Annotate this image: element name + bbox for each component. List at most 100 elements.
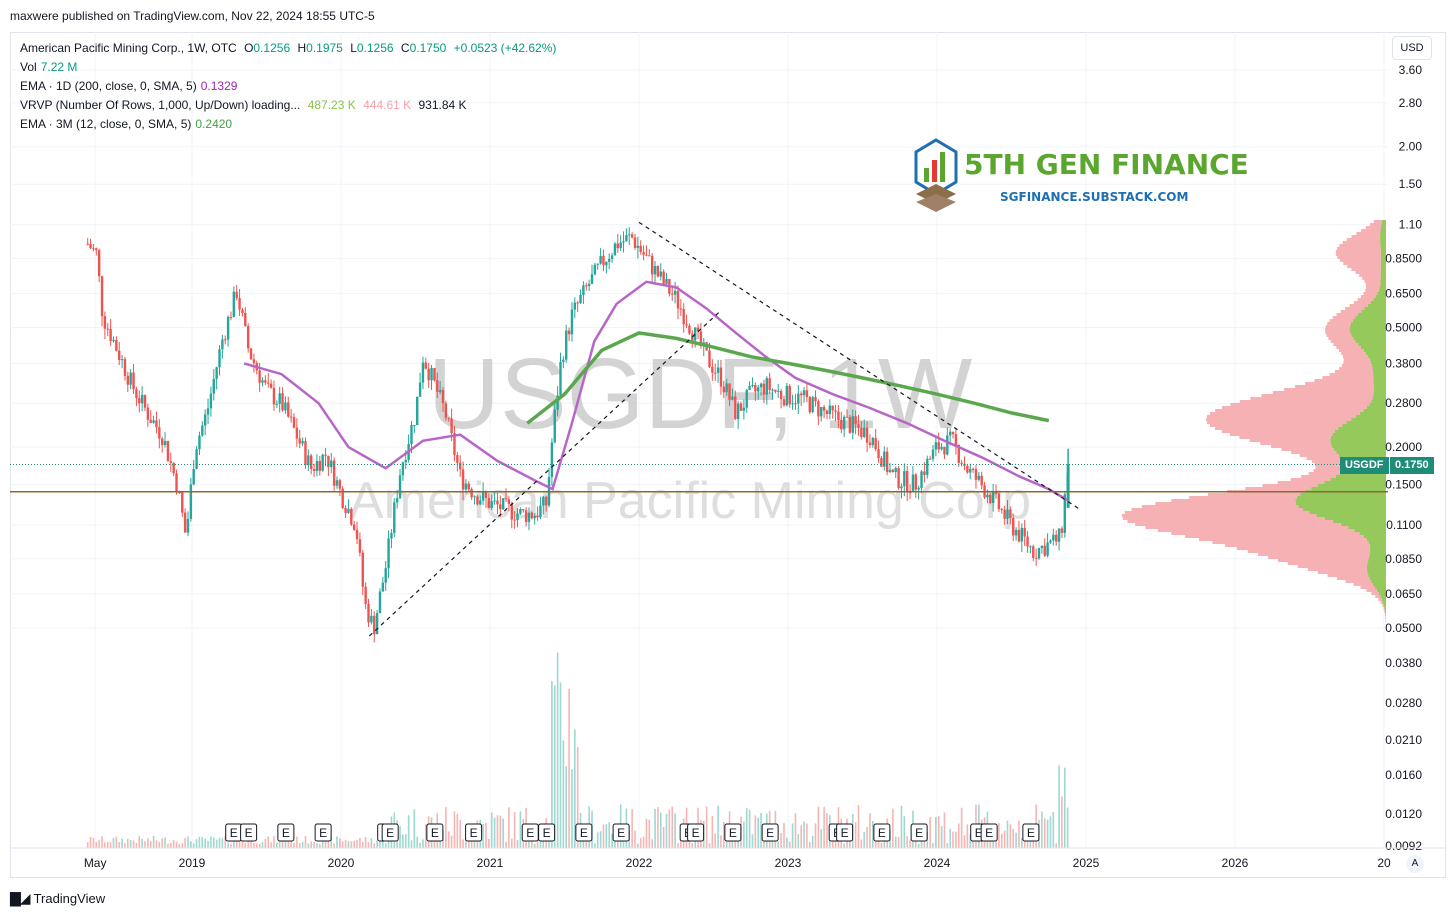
volume-bar: [350, 841, 353, 848]
candle-body: [966, 465, 969, 473]
candle-body: [679, 308, 683, 310]
candle-body: [676, 290, 680, 309]
vrvp-down-bar: [1341, 364, 1372, 367]
volume-bar: [780, 832, 782, 848]
vrvp-down-bar: [1339, 244, 1381, 247]
candle-body: [974, 469, 978, 480]
volume-bar: [757, 817, 759, 848]
candle-body: [1014, 529, 1018, 536]
legend: American Pacific Mining Corp., 1W, OTC O…: [20, 39, 556, 134]
ema-3m-12-line: [526, 331, 1050, 425]
symbol-name[interactable]: American Pacific Mining Corp., 1W, OTC: [20, 41, 237, 55]
candle-body: [808, 397, 811, 413]
watermark-company: American Pacific Mining Corp: [349, 472, 1031, 530]
candle-body: [891, 469, 895, 473]
volume-bar: [705, 806, 708, 848]
volume-bar: [917, 843, 920, 848]
earnings-marker-box: [724, 823, 742, 842]
tradingview-logo-text: TradingView: [33, 891, 106, 906]
candle-body: [163, 440, 167, 446]
candle-body: [1012, 517, 1015, 536]
candle-body: [673, 290, 677, 295]
candle-body: [453, 433, 456, 456]
candle-body: [731, 396, 734, 400]
chart-frame[interactable]: [10, 32, 1446, 878]
vrvp-up-bar: [1351, 334, 1386, 337]
vrvp-up-bar: [1354, 529, 1386, 532]
vrvp-up-bar: [1384, 607, 1386, 610]
candle-body: [258, 370, 261, 383]
candle-body: [249, 348, 253, 360]
vrvp-down-bar: [1268, 556, 1369, 559]
vrvp-up-bar: [1367, 304, 1386, 307]
volume-bar: [241, 840, 244, 848]
candle-body: [613, 243, 617, 256]
candle-body: [195, 449, 198, 470]
volume-bar: [943, 812, 946, 848]
candle-body: [708, 350, 711, 367]
volume-bar: [1012, 829, 1015, 848]
candle-body: [312, 469, 316, 472]
volume-bar: [935, 817, 937, 848]
vrvp-down-bar: [1315, 466, 1344, 469]
volume-bar: [548, 836, 550, 848]
earnings-marker-letter: E: [386, 826, 394, 840]
time-tick-label: 20: [1377, 856, 1391, 870]
vrvp-up-bar: [1358, 313, 1386, 316]
candle-body: [845, 416, 849, 418]
earnings-marker-icon: E: [873, 823, 891, 842]
candle-body: [284, 402, 287, 411]
auto-scale-button[interactable]: A: [1406, 855, 1424, 873]
vrvp-up-bar: [1381, 223, 1386, 226]
vrvp-up-bar: [1371, 400, 1386, 403]
candle-body: [599, 255, 602, 264]
candle-body: [215, 367, 218, 379]
legend-vol-row[interactable]: Vol 7.22 M: [20, 58, 556, 77]
volume-bar: [89, 836, 92, 848]
volume-bar: [800, 825, 802, 848]
volume-bar: [817, 806, 820, 848]
candle-body: [748, 385, 751, 390]
vrvp-up-bar: [1370, 550, 1386, 553]
currency-button[interactable]: USD: [1392, 36, 1432, 60]
candle-body: [565, 330, 568, 360]
price-tag-value: 0.1750: [1390, 456, 1434, 474]
volume-bar: [883, 835, 886, 848]
vrvp-down-bar: [1277, 481, 1325, 484]
volume-bar: [313, 842, 315, 848]
legend-ema2-row[interactable]: EMA · 3M (12, close, 0, SMA, 5) 0.2420: [20, 115, 556, 134]
volume-bar: [127, 838, 129, 848]
grid: [10, 32, 1388, 848]
vrvp-up-bar: [1372, 583, 1386, 586]
candle-body: [226, 316, 230, 340]
candle-body: [914, 474, 917, 490]
candle-body: [393, 502, 396, 534]
candle-body: [146, 407, 150, 420]
candle-body: [751, 384, 754, 386]
vrvp-up-bar: [1379, 286, 1386, 289]
volume-bar: [1026, 836, 1029, 848]
candle-body: [430, 368, 433, 381]
legend-vrvp-row[interactable]: VRVP (Number Of Rows, 1,000, Up/Down) lo…: [20, 96, 556, 115]
indicator-lines: [10, 221, 1388, 637]
vrvp-down-bar: [1212, 541, 1369, 544]
volume-profile: [1121, 220, 1386, 643]
vrvp-up-bar: [1369, 358, 1386, 361]
legend-ema1-row[interactable]: EMA · 1D (200, close, 0, SMA, 5) 0.1329: [20, 77, 556, 96]
earnings-marker-box: [240, 823, 258, 842]
volume-bar: [860, 839, 863, 848]
volume-bar: [490, 812, 493, 848]
tradingview-logo[interactable]: ▇◢ TradingView: [10, 890, 105, 907]
candle-body: [126, 375, 130, 385]
volume-bar: [909, 839, 911, 848]
earnings-marker-box: [1022, 823, 1040, 842]
ema-1d-200-line: [243, 280, 1069, 502]
volume-bar: [310, 841, 312, 848]
price-tick-label: 0.1500: [1385, 478, 1422, 492]
vrvp-down-bar: [1366, 589, 1377, 592]
candle-body: [659, 271, 662, 277]
earnings-marker-letter: E: [617, 826, 625, 840]
vrvp-up-bar: [1373, 394, 1386, 397]
vrvp-down-bar: [1287, 562, 1368, 565]
